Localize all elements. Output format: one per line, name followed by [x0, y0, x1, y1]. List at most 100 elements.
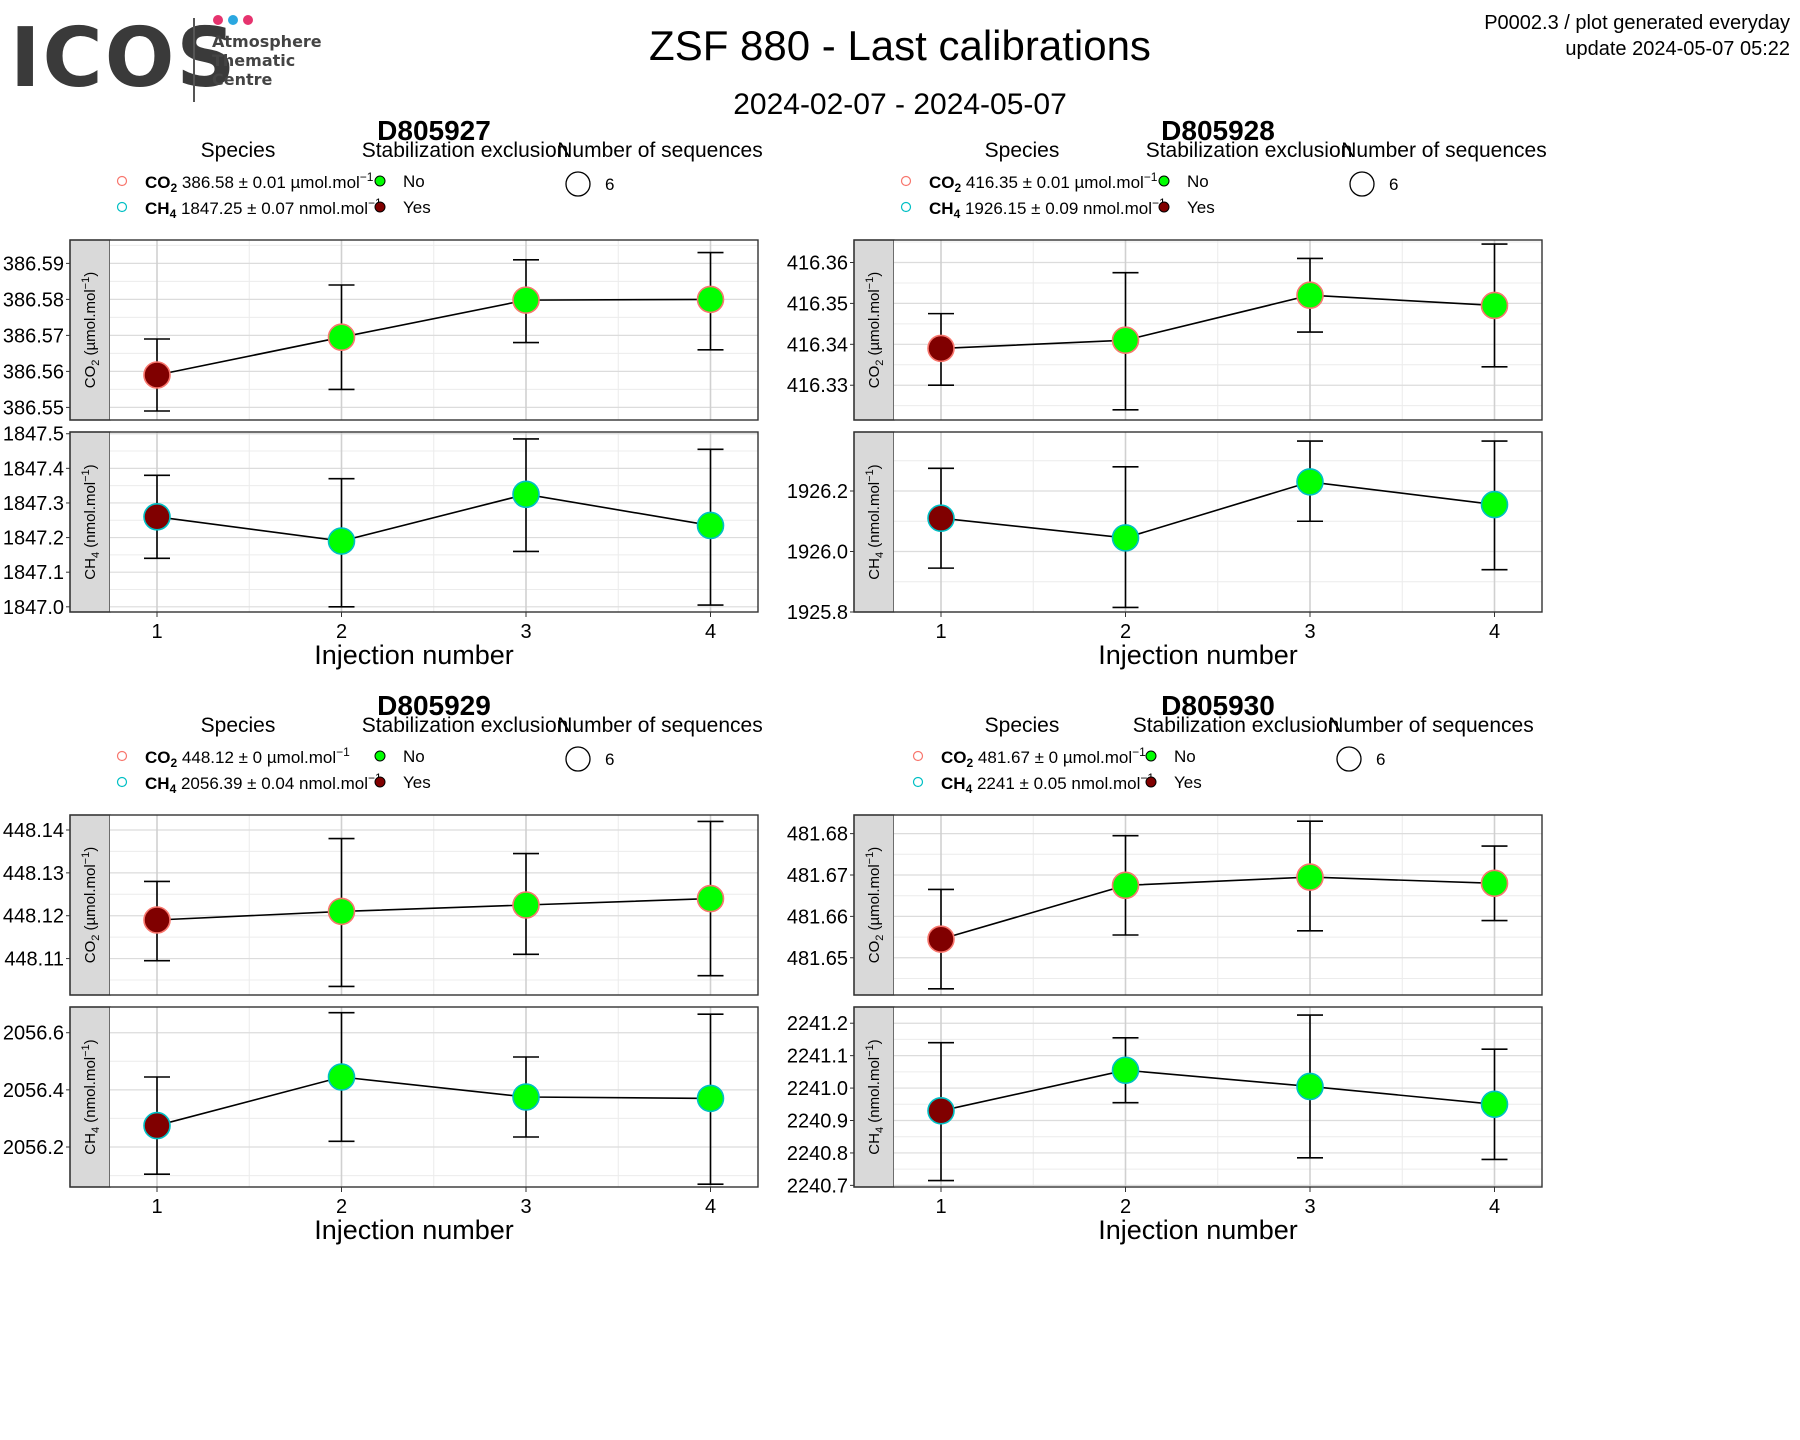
strip-superscript: −1	[864, 852, 876, 865]
strip-unit: (nmol.mol	[866, 482, 883, 552]
y-tick-label: 1847.2	[3, 528, 64, 550]
strip-close: )	[82, 272, 99, 277]
species-subscript: 4	[170, 782, 177, 796]
facet-strip-label: CH4 (nmol.mol−1)	[864, 464, 886, 579]
data-point	[512, 286, 540, 314]
strip-subscript: 2	[90, 935, 102, 941]
strip-species: CO	[82, 366, 99, 389]
data-point	[1480, 291, 1509, 320]
x-tick-label: 2	[336, 621, 347, 643]
strip-unit: (nmol.mol	[82, 482, 99, 552]
page-title: ZSF 880 - Last calibrations	[649, 22, 1151, 69]
strip-subscript: 2	[874, 360, 886, 366]
y-tick-label: 386.58	[3, 289, 64, 311]
strip-superscript: −1	[80, 469, 92, 482]
species-value: 386.58 ± 0.01 µmol.mol	[177, 173, 360, 192]
strip-species: CH	[82, 1133, 99, 1155]
data-point	[327, 1063, 356, 1091]
facet-strip-label: CH4 (nmol.mol−1)	[864, 1039, 886, 1154]
facet-CH4: CH4 (nmol.mol−1) 1847.0 1847.1 1847.2 1847.3…	[3, 424, 759, 619]
series-line	[940, 1069, 1495, 1112]
strip-species: CH	[866, 558, 883, 580]
y-tick-label: 416.33	[787, 375, 848, 397]
legend-yes-label: Yes	[403, 198, 431, 217]
facet-CO2: CO2 (µmol.mol−1) 448.11 448.12 448.13 448.14	[3, 814, 759, 996]
legend-title-species: Species	[201, 139, 276, 162]
series-line	[940, 876, 1495, 940]
x-tick-label: 2	[1120, 1196, 1131, 1218]
legend-sequences-label: 6	[605, 175, 614, 194]
data-point	[327, 323, 356, 352]
facet-frame	[69, 431, 759, 613]
x-tick-label: 3	[1304, 1196, 1315, 1218]
data-point	[1296, 863, 1324, 891]
legend-species-label: CH4 2056.39 ± 0.04 nmol.mol−1	[145, 771, 382, 796]
chart-panel-D805929: D805929 Species Stabilization exclusionNum…	[3, 690, 763, 1245]
data-point	[1111, 1056, 1140, 1085]
species-name: CO	[145, 173, 171, 192]
facet-frame	[69, 239, 759, 421]
y-tick-label: 448.11	[4, 949, 64, 971]
y-tick-label: 448.13	[3, 863, 64, 885]
species-superscript: −1	[336, 745, 350, 759]
logo-line-3: Centre	[212, 70, 273, 89]
legend-yes-swatch	[1158, 201, 1170, 213]
x-tick-label: 2	[1120, 621, 1131, 643]
data-point	[696, 884, 725, 913]
data-point	[1296, 468, 1324, 496]
strip-close: )	[82, 847, 99, 852]
strip-superscript: −1	[80, 852, 92, 865]
species-name: CH	[145, 774, 170, 793]
legend-no-swatch	[374, 750, 386, 762]
legend-sequences-swatch	[565, 171, 591, 197]
logo-divider	[193, 18, 195, 102]
data-point	[1480, 1090, 1509, 1119]
strip-subscript: 2	[90, 360, 102, 366]
legend-no-swatch	[1158, 175, 1170, 187]
y-tick-label: 416.35	[787, 293, 848, 315]
strip-superscript: −1	[864, 1044, 876, 1057]
legend-species-swatch	[116, 175, 128, 187]
facet-frame	[853, 431, 1543, 613]
logo-line-1: Atmosphere	[212, 32, 322, 51]
facet-CO2: CO2 (µmol.mol−1) 386.55 386.56 386.57 386.58…	[3, 239, 759, 421]
legend-title-stabilization: Stabilization exclusion	[1133, 714, 1340, 737]
x-tick-label: 1	[151, 621, 162, 643]
legend-yes-label: Yes	[403, 773, 431, 792]
y-tick-label: 1847.5	[3, 424, 64, 446]
legend-title-species: Species	[985, 714, 1060, 737]
strip-superscript: −1	[864, 277, 876, 290]
strip-unit: (µmol.mol	[82, 289, 99, 359]
y-tick-label: 1925.8	[787, 602, 848, 624]
legend-sequences-swatch	[565, 746, 591, 772]
strip-superscript: −1	[80, 277, 92, 290]
data-point	[1296, 281, 1324, 310]
legend-sequences-label: 6	[1389, 175, 1398, 194]
y-tick-label: 1847.4	[3, 458, 64, 480]
legend-species-label: CO2 481.67 ± 0 µmol.mol−1	[941, 745, 1146, 770]
y-tick-label: 2056.2	[3, 1137, 64, 1159]
species-value: 448.12 ± 0 µmol.mol	[177, 748, 336, 767]
legend-yes-swatch	[1145, 776, 1157, 788]
legend-no-label: No	[1174, 747, 1196, 766]
logo-dot-1	[213, 15, 223, 25]
y-tick-label: 386.59	[3, 253, 64, 275]
legend-no-swatch	[1145, 750, 1157, 762]
legend-species-swatch	[116, 201, 128, 213]
facet-frame	[69, 1006, 759, 1188]
strip-close: )	[866, 847, 883, 852]
facet-frame	[69, 814, 759, 996]
data-point	[696, 285, 725, 314]
legend-species-label: CH4 1847.25 ± 0.07 nmol.mol−1	[145, 196, 382, 221]
legend-title-species: Species	[201, 714, 276, 737]
legend-sequences-label: 6	[605, 750, 614, 769]
y-tick-label: 1847.1	[3, 562, 64, 584]
data-point	[512, 1083, 540, 1111]
series-line	[156, 897, 711, 921]
strip-superscript: −1	[864, 469, 876, 482]
data-point	[1480, 490, 1509, 519]
data-point	[927, 1096, 955, 1125]
data-point	[1111, 871, 1140, 900]
y-tick-label: 481.68	[787, 824, 848, 846]
